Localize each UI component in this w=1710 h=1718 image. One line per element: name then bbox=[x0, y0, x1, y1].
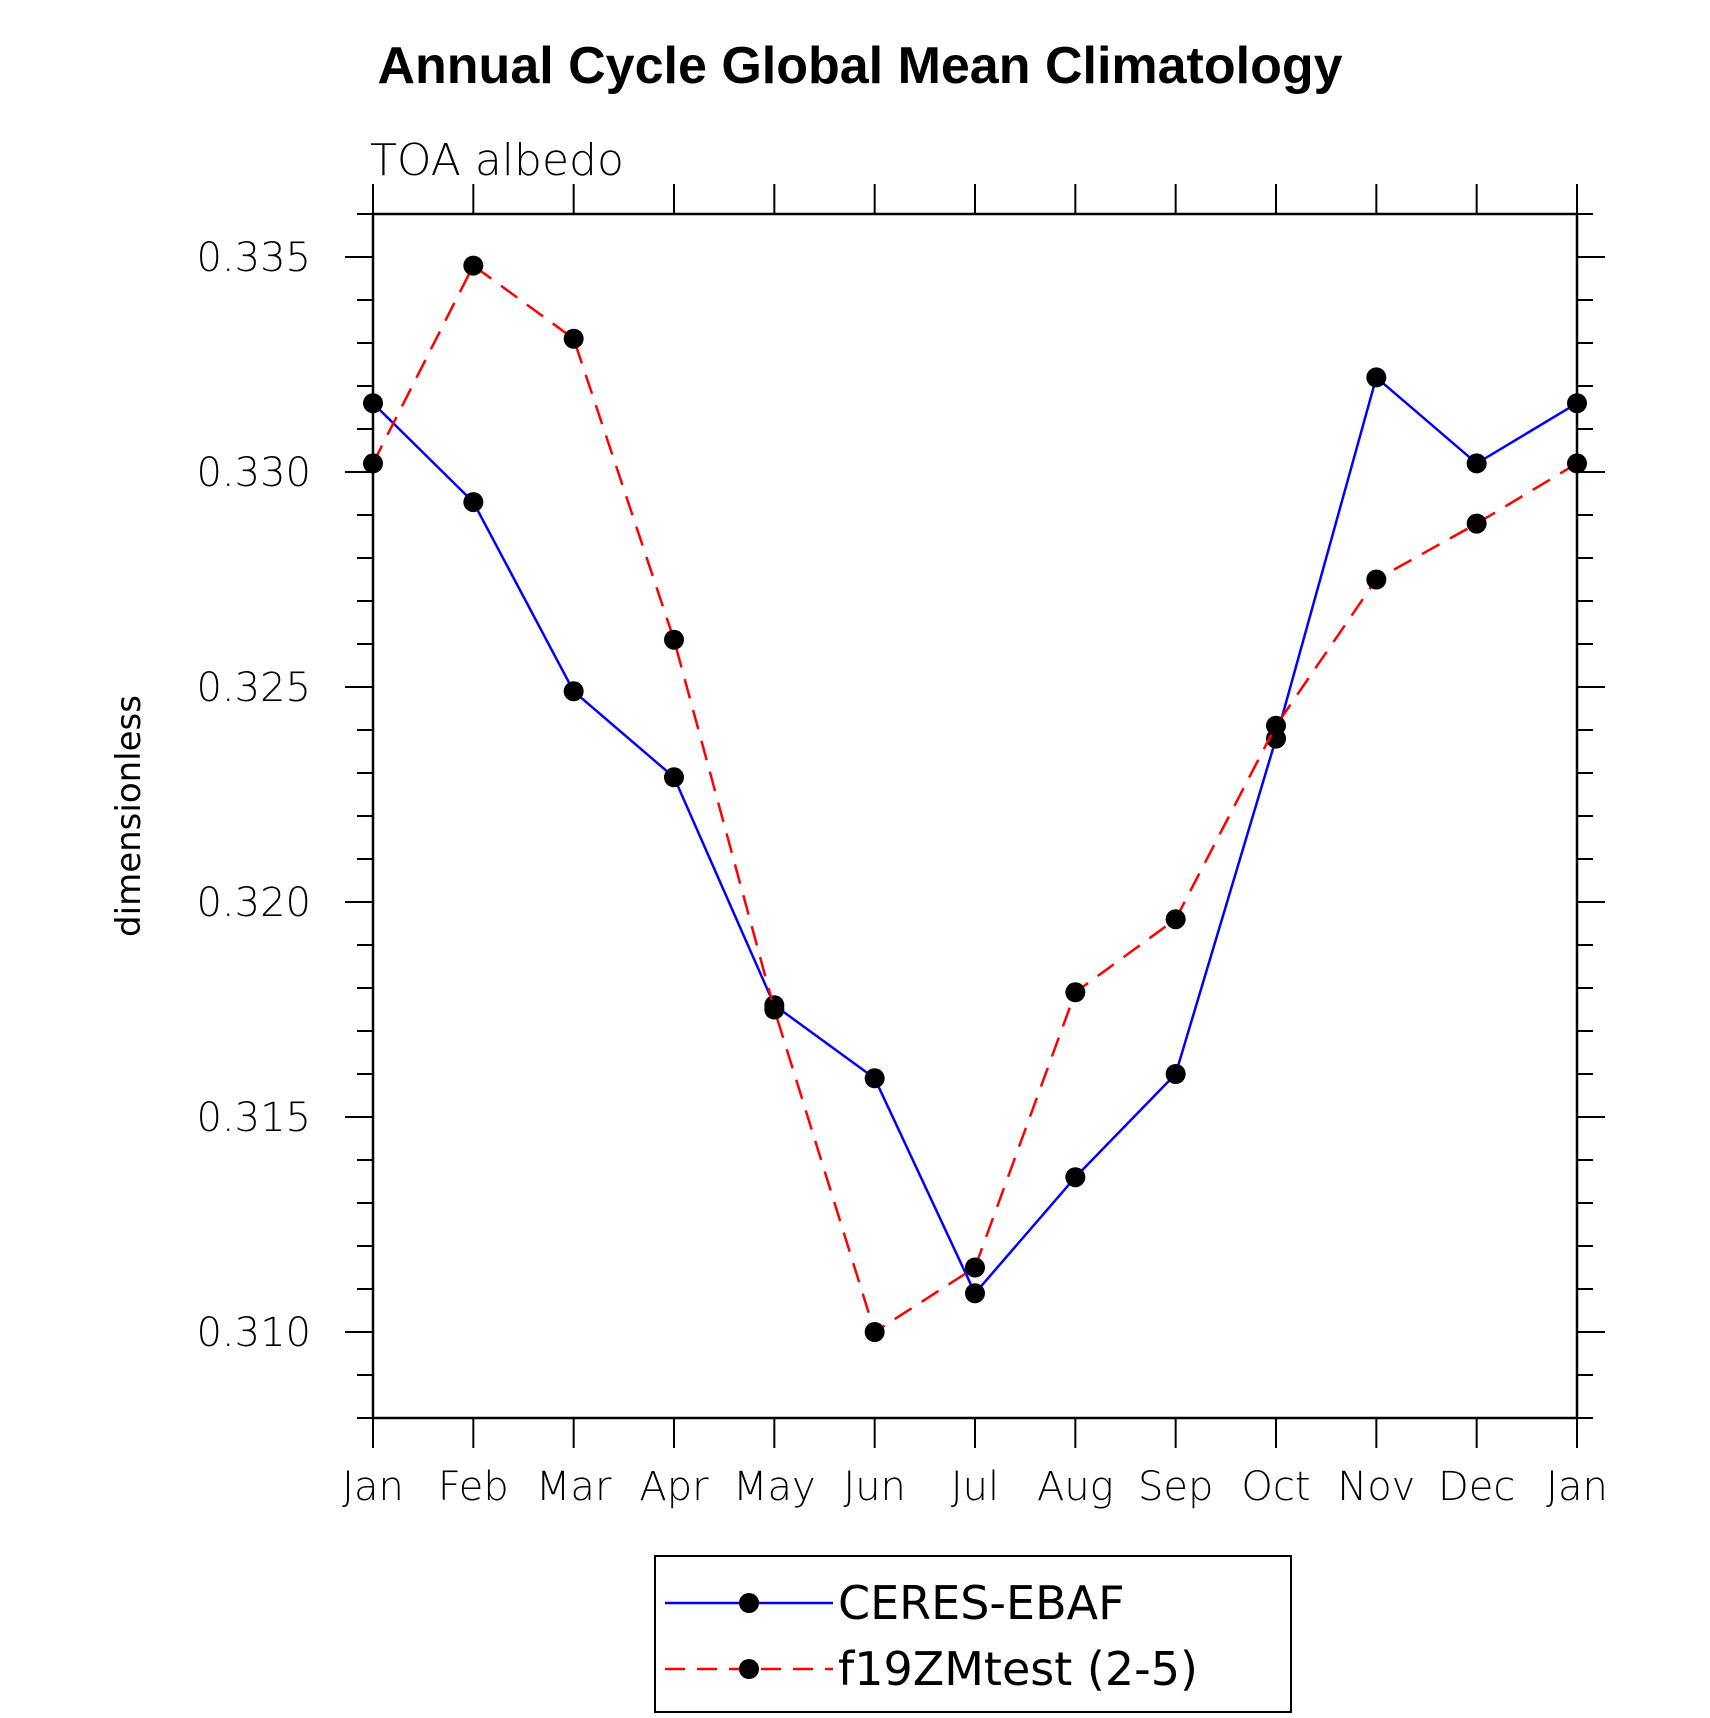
series-0-point bbox=[1065, 1167, 1086, 1188]
series-1-point bbox=[1266, 715, 1286, 736]
x-tick-label: Dec bbox=[1438, 1464, 1515, 1510]
legend-marker-f19zmtest bbox=[739, 1659, 759, 1679]
series-1-point bbox=[1567, 453, 1587, 474]
series-0-point bbox=[563, 681, 584, 702]
y-tick-label: 0.315 bbox=[196, 1095, 311, 1141]
x-tick-label: Jan bbox=[1546, 1464, 1608, 1510]
y-tick-label: 0.320 bbox=[196, 880, 311, 926]
x-tick-label: Jul bbox=[951, 1464, 999, 1510]
y-tick-label: 0.325 bbox=[196, 665, 311, 711]
series-0-point bbox=[965, 1283, 985, 1304]
x-tick-label: Oct bbox=[1241, 1464, 1310, 1510]
series-1-point bbox=[463, 255, 484, 276]
y-ticks: 0.310 0.315 0.320 0.325 0.330 0.335 bbox=[196, 213, 1605, 1419]
series-0-point bbox=[1567, 393, 1587, 414]
x-tick-label: Apr bbox=[639, 1464, 709, 1510]
legend-box bbox=[654, 1555, 1292, 1713]
series-0-point bbox=[463, 492, 484, 513]
series-1-point bbox=[864, 1322, 885, 1342]
x-tick-label: Jan bbox=[342, 1464, 404, 1510]
y-tick-label: 0.335 bbox=[196, 235, 311, 281]
legend-label-ceres-ebaf: CERES-EBAF bbox=[838, 1576, 1125, 1630]
series-1-point bbox=[1165, 909, 1186, 930]
legend: CERES-EBAF f19ZMtest (2-5) bbox=[654, 1555, 1292, 1713]
series-1-point bbox=[1366, 569, 1387, 590]
y-axis-label: dimensionless bbox=[109, 695, 149, 937]
series-0-point bbox=[864, 1068, 885, 1089]
series-0-point bbox=[363, 393, 383, 414]
series-1-point bbox=[1065, 982, 1086, 1003]
series-1-point bbox=[363, 453, 383, 474]
x-tick-label: Mar bbox=[536, 1464, 612, 1510]
x-tick-label: Aug bbox=[1037, 1464, 1114, 1510]
series-line-0 bbox=[372, 375, 1578, 1296]
series-1-point bbox=[563, 328, 584, 349]
series-0-point bbox=[664, 767, 684, 788]
series-1-point bbox=[965, 1257, 985, 1278]
legend-label-f19zmtest: f19ZMtest (2-5) bbox=[838, 1642, 1198, 1696]
series-0-point bbox=[1366, 367, 1387, 388]
x-tick-label: May bbox=[733, 1464, 816, 1510]
x-tick-label: Nov bbox=[1337, 1464, 1415, 1510]
x-ticks: Jan Feb Mar Apr May Jun Jul Aug Sep Oct Nov Dec Jan bbox=[342, 184, 1608, 1510]
series-0-point bbox=[1165, 1064, 1186, 1084]
series-1-point bbox=[664, 629, 684, 650]
x-tick-label: Feb bbox=[438, 1464, 509, 1510]
y-tick-label: 0.330 bbox=[196, 450, 311, 496]
x-tick-label: Jun bbox=[843, 1464, 906, 1510]
series-layer bbox=[363, 255, 1587, 1342]
chart-title: Annual Cycle Global Mean Climatology bbox=[377, 37, 1342, 95]
y-tick-label: 0.310 bbox=[196, 1310, 311, 1356]
legend-marker-ceres-ebaf bbox=[739, 1593, 759, 1613]
series-line-1 bbox=[371, 263, 1578, 1334]
series-1-point bbox=[764, 999, 785, 1020]
chart-subtitle: TOA albedo bbox=[370, 135, 624, 186]
series-1-point bbox=[1466, 513, 1487, 534]
x-tick-label: Sep bbox=[1138, 1464, 1213, 1510]
series-0-point bbox=[1466, 453, 1487, 474]
